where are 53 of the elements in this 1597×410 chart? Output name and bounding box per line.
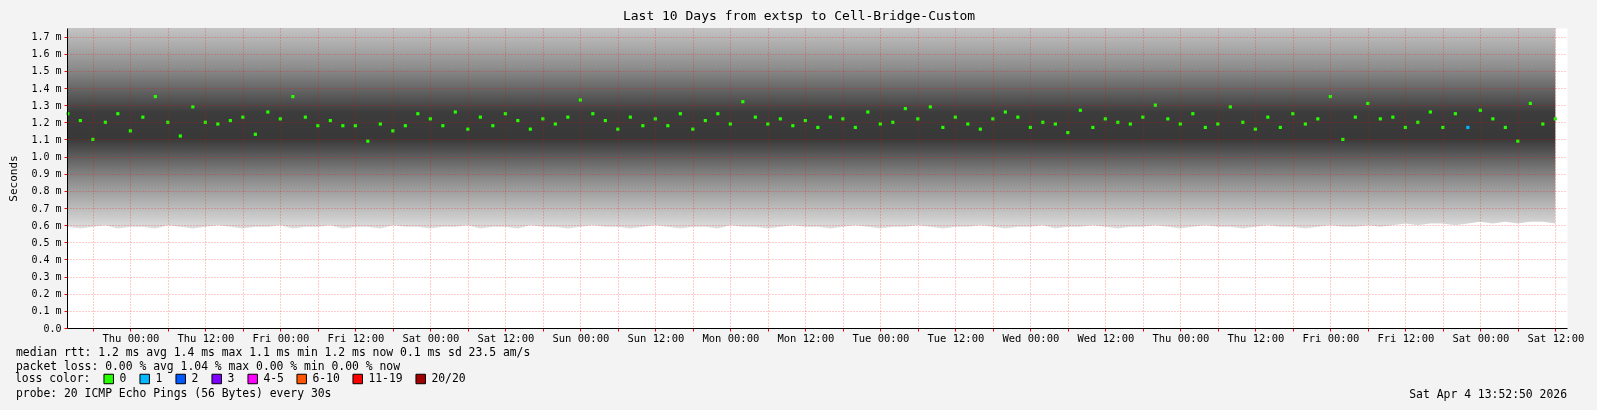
y-tick-label: 0.2 m bbox=[31, 288, 62, 300]
x-tick-label: Sat 00:00 bbox=[1452, 331, 1510, 344]
y-tick-label: 0.6 m bbox=[31, 219, 62, 231]
x-tick-label: Sat 12:00 bbox=[477, 331, 535, 344]
x-tick-label: Mon 00:00 bbox=[702, 331, 760, 344]
x-tick-label: Sat 12:00 bbox=[1527, 331, 1585, 344]
x-tick-label: Thu 00:00 bbox=[102, 331, 160, 344]
y-tick-label: 1.2 m bbox=[31, 116, 62, 128]
y-tick-label: 1.1 m bbox=[31, 133, 62, 145]
y-tick-label: 0.8 m bbox=[31, 185, 62, 197]
x-tick-label: Sun 00:00 bbox=[552, 331, 610, 344]
x-tick-label: Thu 12:00 bbox=[1227, 331, 1285, 344]
legend-label: 20/20 bbox=[431, 370, 466, 385]
text: Sat Apr 4 13:52:50 2026 bbox=[1409, 387, 1568, 401]
y-tick-label: 0.0 bbox=[43, 322, 62, 334]
legend-label: 3 bbox=[227, 370, 235, 385]
x-tick-label: Fri 00:00 bbox=[1302, 331, 1360, 344]
x-tick-label: Fri 00:00 bbox=[252, 331, 310, 344]
legend-label: 6-10 bbox=[312, 370, 340, 385]
y-tick-label: 1.3 m bbox=[31, 99, 62, 111]
x-tick-label: Wed 12:00 bbox=[1077, 331, 1135, 344]
y-axis-title: Seconds bbox=[7, 155, 21, 202]
y-tick-label: 1.4 m bbox=[31, 82, 62, 94]
y-tick-label: 0.3 m bbox=[31, 271, 62, 283]
x-tick-label: Fri 12:00 bbox=[1377, 331, 1435, 344]
x-tick-label: Sat 00:00 bbox=[402, 331, 460, 344]
y-tick-label: 0.4 m bbox=[31, 253, 62, 265]
legend-label: 0 bbox=[119, 370, 127, 385]
y-tick-label: 0.1 m bbox=[31, 305, 62, 317]
y-tick-label: 0.7 m bbox=[31, 202, 62, 214]
legend-title: loss color: bbox=[15, 371, 91, 385]
x-tick-label: Tue 00:00 bbox=[852, 331, 910, 344]
legend-label: 2 bbox=[191, 370, 199, 385]
chart-title: Last 10 Days from extsp to Cell-Bridge-Custom bbox=[622, 8, 976, 23]
x-tick-label: Sun 12:00 bbox=[627, 331, 685, 344]
y-tick-label: 0.9 m bbox=[31, 168, 62, 180]
x-tick-label: Fri 12:00 bbox=[327, 331, 385, 344]
text: packet loss: 0.00 % avg 1.04 % max 0.00 % min 0.00 % now bbox=[16, 359, 401, 373]
legend-label: 11-19 bbox=[368, 370, 403, 385]
x-tick-label: Thu 00:00 bbox=[1152, 331, 1210, 344]
x-tick-label: Thu 12:00 bbox=[177, 331, 235, 344]
text: median rtt: 1.2 ms avg 1.4 ms max 1.1 ms min 1.2 ms now 0.1 ms sd 23.5 am/s bbox=[16, 345, 531, 359]
y-tick-label: 1.0 m bbox=[31, 151, 62, 163]
legend-label: 1 bbox=[155, 370, 163, 385]
y-tick-label: 1.6 m bbox=[31, 48, 62, 60]
y-tick-label: 0.5 m bbox=[31, 236, 62, 248]
legend-label: 4-5 bbox=[263, 370, 284, 385]
x-tick-label: Tue 12:00 bbox=[927, 331, 985, 344]
x-tick-label: Wed 00:00 bbox=[1002, 331, 1060, 344]
y-tick-label: 1.7 m bbox=[31, 31, 62, 43]
x-tick-label: Mon 12:00 bbox=[777, 331, 835, 344]
text: probe: 20 ICMP Echo Pings (56 Bytes) every 30s bbox=[16, 386, 332, 400]
y-tick-label: 1.5 m bbox=[31, 65, 62, 77]
